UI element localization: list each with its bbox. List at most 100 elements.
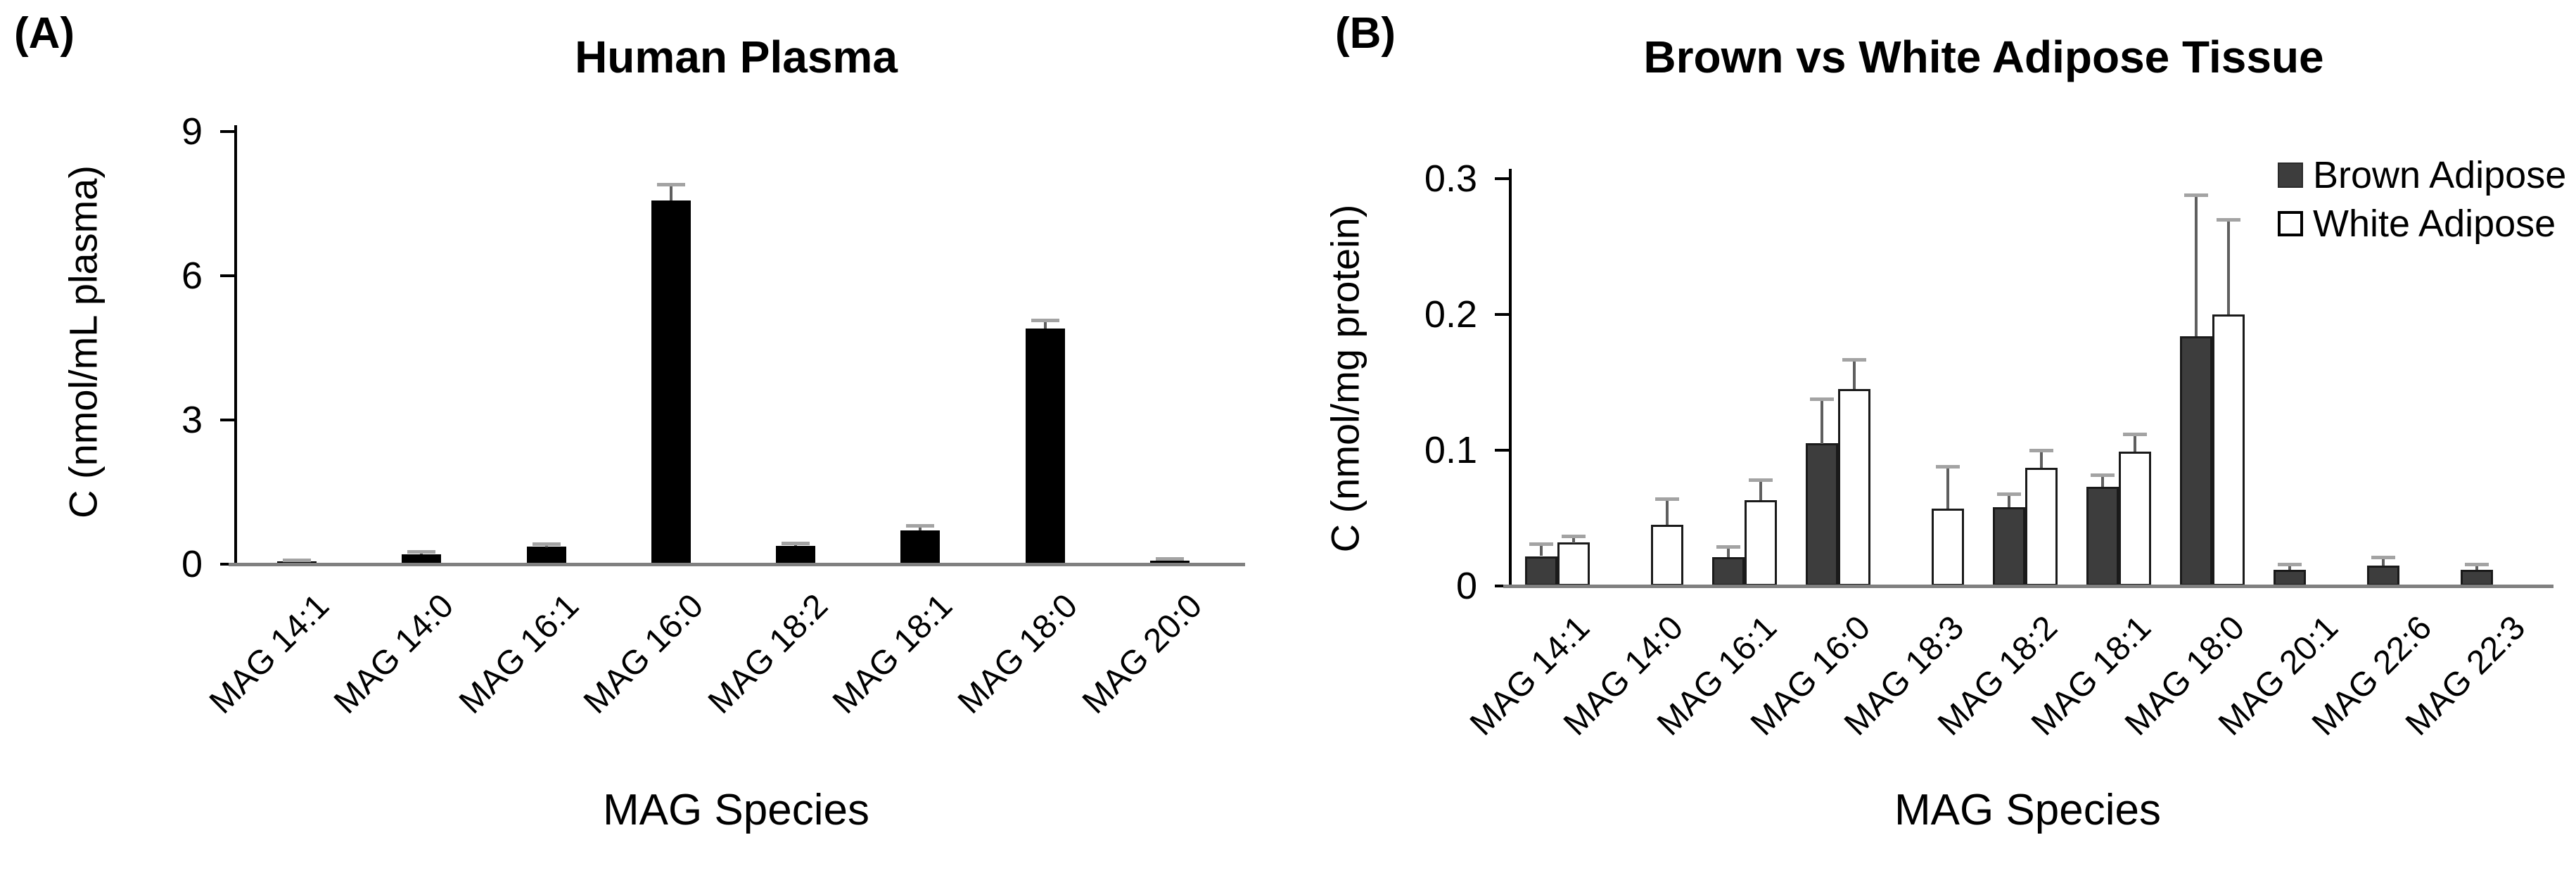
error-bar-cap xyxy=(2184,193,2208,198)
y-tick-label: 3 xyxy=(181,399,203,442)
error-bar-cap xyxy=(1842,357,1866,362)
panel-a-plot: 0 3 6 9 MAG 14:1 MAG 14:0 MAG 16:1 MAG 16:0 MAG … xyxy=(181,106,1245,721)
error-bar-cap xyxy=(782,541,810,545)
x-tick-label: MAG 16:1 xyxy=(452,587,587,721)
error-bar-line xyxy=(1853,361,1856,389)
error-bar-line xyxy=(2288,566,2291,571)
error-bar-cap xyxy=(2217,217,2240,222)
error-bar-cap xyxy=(1562,534,1586,538)
y-tick-mark xyxy=(220,563,234,566)
legend-item-brown-adipose: Brown Adipose xyxy=(2278,151,2566,199)
error-bar-cap xyxy=(1716,545,1740,549)
x-tick-label: MAG 20:0 xyxy=(1075,587,1210,721)
error-bar-cap xyxy=(2029,449,2053,452)
error-bar-line xyxy=(545,545,548,547)
y-tick-label: 6 xyxy=(181,255,203,298)
error-bar-cap xyxy=(533,542,561,546)
error-bar-cap xyxy=(2123,432,2147,436)
y-tick-mark xyxy=(220,130,234,134)
y-tick-mark xyxy=(220,419,234,422)
error-bar-line xyxy=(2101,476,2104,487)
panel-b-y-axis-title: C (nmol/mg protein) xyxy=(1322,204,1367,553)
error-bar-line xyxy=(1572,537,1575,543)
error-bar-line xyxy=(1946,469,1949,509)
bar-brown-adipose xyxy=(2180,336,2212,586)
panel-b-x-axis-title: MAG Species xyxy=(1894,786,2162,834)
y-axis-line xyxy=(1509,169,1512,586)
error-bar-cap xyxy=(2091,473,2115,477)
error-bar-cap xyxy=(1156,557,1184,561)
legend-swatch-filled-icon xyxy=(2278,162,2303,188)
bar-brown-adipose xyxy=(1712,557,1745,586)
x-tick-label: MAG 18:2 xyxy=(701,587,836,721)
x-tick-label: MAG 18:0 xyxy=(950,587,1085,721)
x-axis-baseline xyxy=(229,563,1245,566)
bar-white-adipose xyxy=(2212,314,2245,586)
error-bar-line xyxy=(2475,566,2478,571)
error-bar-cap xyxy=(1810,397,1834,401)
error-bar-line xyxy=(794,544,797,546)
error-bar-line xyxy=(2195,197,2198,337)
error-bar-cap xyxy=(1749,478,1773,483)
error-bar-line xyxy=(1540,546,1543,556)
x-axis-baseline xyxy=(1503,585,2553,588)
legend: Brown Adipose White Adipose xyxy=(2278,151,2566,248)
error-bar-line xyxy=(1759,482,1762,501)
error-bar-line xyxy=(2134,435,2136,452)
x-tick-label: MAG 16:0 xyxy=(576,587,711,721)
bar-white-adipose xyxy=(1557,542,1590,586)
error-bar-line xyxy=(2008,495,2010,507)
bar-brown-adipose xyxy=(2367,566,2399,586)
error-bar-line xyxy=(1666,501,1669,525)
error-bar-line xyxy=(670,186,672,201)
y-tick-label: 0 xyxy=(181,543,203,585)
bar-human-plasma xyxy=(1026,329,1065,564)
error-bar-cap xyxy=(2465,563,2489,567)
y-tick-label: 0.1 xyxy=(1424,429,1477,471)
x-tick-label: MAG 14:0 xyxy=(326,587,461,721)
x-tick-label: MAG 18:1 xyxy=(825,587,960,721)
error-bar-cap xyxy=(407,550,435,554)
y-tick-label: 0 xyxy=(1455,565,1477,607)
error-bar-cap xyxy=(1936,465,1960,469)
bar-human-plasma xyxy=(651,200,691,564)
error-bar-line xyxy=(1821,400,1823,444)
legend-item-white-adipose: White Adipose xyxy=(2278,199,2566,248)
error-bar-cap xyxy=(1997,492,2021,496)
error-bar-cap xyxy=(657,183,685,187)
bar-white-adipose xyxy=(1838,389,1870,586)
error-bar-cap xyxy=(1529,542,1553,547)
y-tick-mark xyxy=(1495,177,1509,180)
y-tick-label: 0.2 xyxy=(1424,293,1477,336)
y-tick-mark xyxy=(1495,313,1509,316)
y-tick-mark xyxy=(1495,585,1509,587)
error-bar-cap xyxy=(1655,497,1679,502)
bar-human-plasma xyxy=(1150,561,1190,564)
y-tick-mark xyxy=(220,274,234,278)
panel-b-label: (B) xyxy=(1335,9,1396,58)
bar-human-plasma xyxy=(527,547,566,564)
error-bar-line xyxy=(2382,559,2385,566)
bar-human-plasma xyxy=(402,554,441,564)
y-tick-label: 9 xyxy=(181,110,203,153)
error-bar-cap xyxy=(1031,319,1059,323)
bar-white-adipose xyxy=(1932,509,1964,586)
bar-white-adipose xyxy=(1745,500,1777,586)
legend-label-brown-adipose: Brown Adipose xyxy=(2313,153,2567,196)
y-tick-label: 0.3 xyxy=(1424,158,1477,200)
y-tick-mark xyxy=(1495,449,1509,452)
bar-white-adipose xyxy=(1651,525,1683,586)
panel-b-plot: 0 0.1 0.2 0.3 MAG 14:1 MAG 14:0 MAG 16:1 MAG 16… xyxy=(1424,148,2553,743)
error-bar-cap xyxy=(283,558,311,562)
error-bar-cap xyxy=(2278,563,2302,567)
legend-swatch-open-icon xyxy=(2278,210,2303,236)
bar-white-adipose xyxy=(2119,452,2151,586)
bar-brown-adipose xyxy=(1993,507,2025,586)
panel-a-x-axis-title: MAG Species xyxy=(602,786,870,834)
panel-b-title: Brown vs White Adipose Tissue xyxy=(1643,32,2324,82)
bar-white-adipose xyxy=(2025,468,2058,586)
bar-human-plasma xyxy=(900,530,940,564)
bar-brown-adipose xyxy=(1525,556,1557,586)
error-bar-cap xyxy=(906,524,934,528)
